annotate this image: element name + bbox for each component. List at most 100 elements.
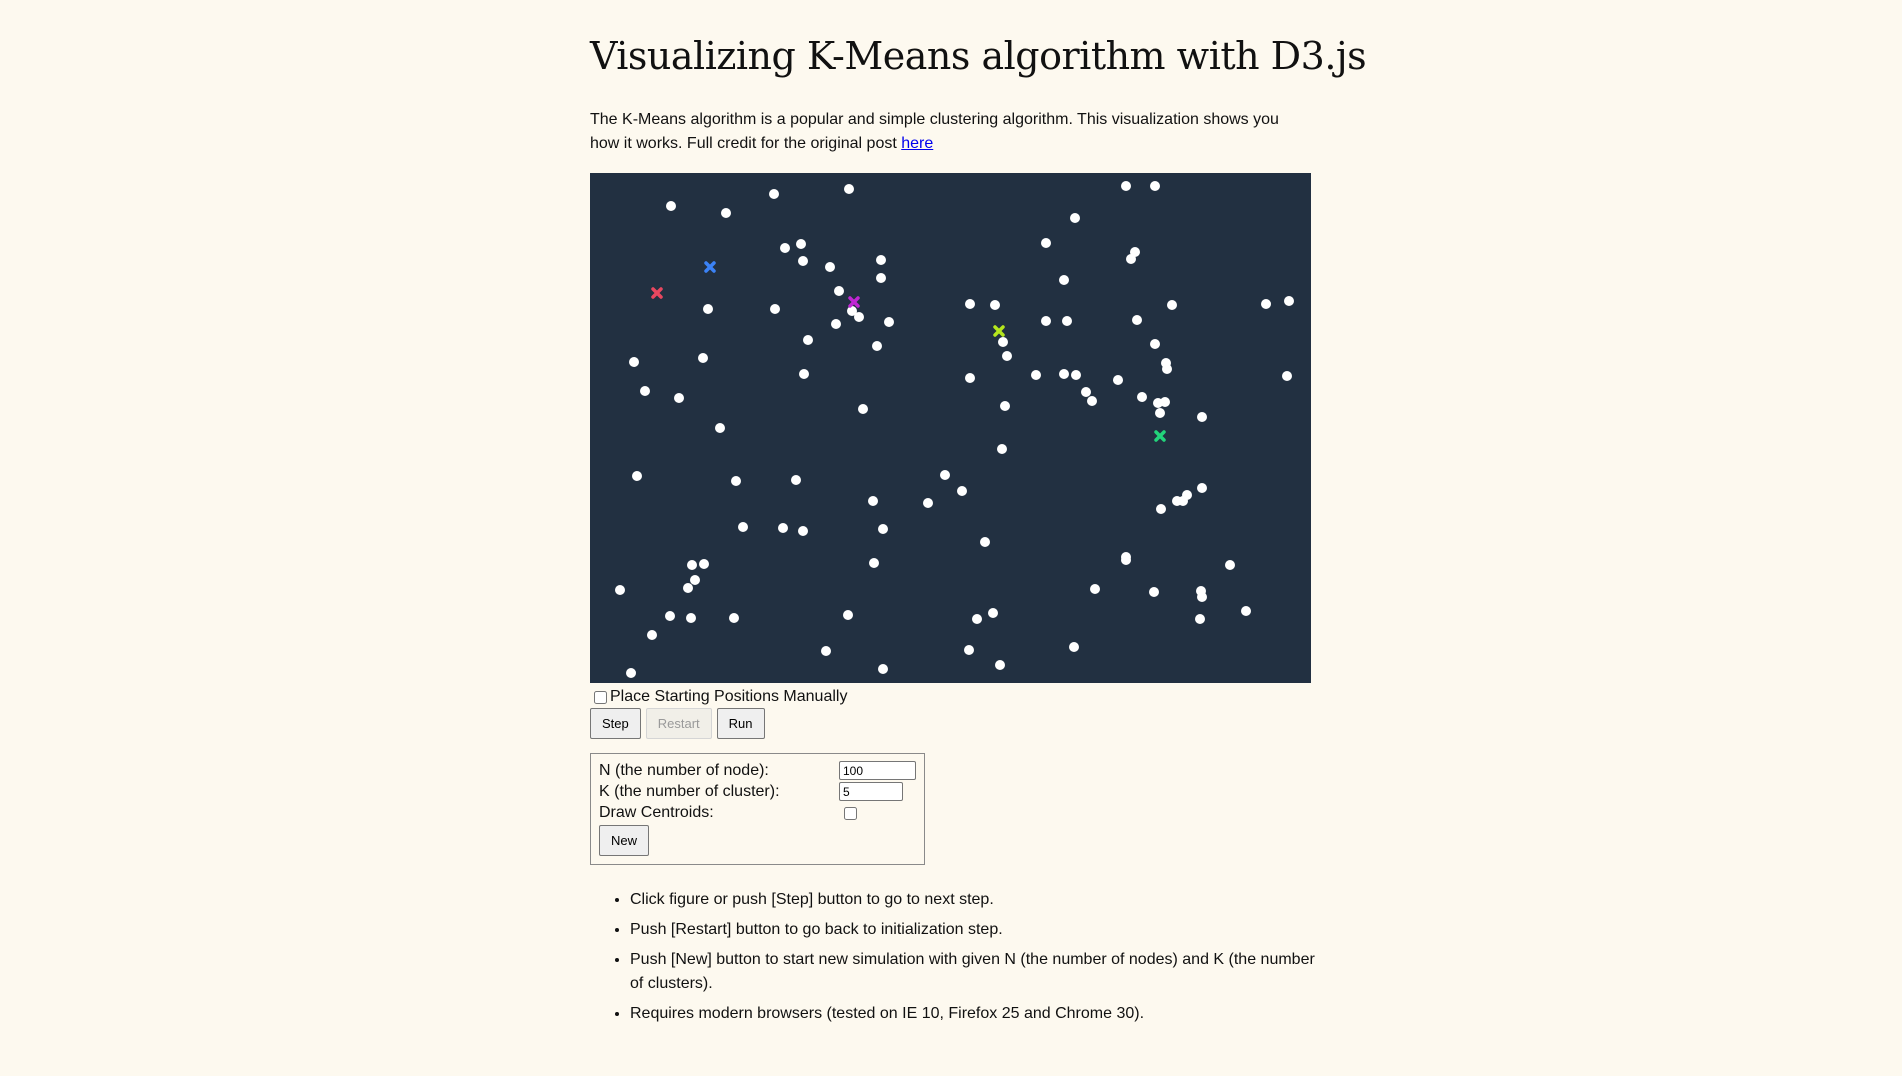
data-node — [957, 486, 967, 496]
data-node — [1161, 358, 1171, 368]
data-node — [844, 184, 854, 194]
data-node — [778, 523, 788, 533]
data-node — [1087, 396, 1097, 406]
data-node — [1070, 213, 1080, 223]
list-item: Requires modern browsers (tested on IE 1… — [630, 1002, 1330, 1026]
data-node — [1121, 181, 1131, 191]
list-item: Push [Restart] button to go back to init… — [630, 918, 1330, 942]
n-row: N (the number of node): — [599, 761, 916, 780]
data-node — [858, 404, 868, 414]
data-node — [1041, 238, 1051, 248]
data-node — [690, 575, 700, 585]
centroid-marker — [993, 325, 1005, 337]
data-node — [626, 668, 636, 678]
data-node — [799, 369, 809, 379]
data-node — [980, 537, 990, 547]
data-node — [821, 646, 831, 656]
data-node — [1126, 254, 1136, 264]
data-node — [798, 256, 808, 266]
data-node — [665, 611, 675, 621]
kmeans-svg[interactable] — [590, 173, 1311, 683]
data-node — [878, 664, 888, 674]
data-node — [1062, 316, 1072, 326]
data-node — [721, 208, 731, 218]
original-post-link[interactable]: here — [901, 135, 934, 152]
data-node — [1150, 339, 1160, 349]
manual-placement-checkbox[interactable] — [594, 690, 607, 704]
data-node — [683, 583, 693, 593]
data-node — [1069, 642, 1079, 652]
data-node — [1167, 300, 1177, 310]
list-item: Push [New] button to start new simulatio… — [630, 948, 1330, 996]
data-node — [769, 189, 779, 199]
data-node — [686, 613, 696, 623]
step-button[interactable]: Step — [590, 708, 641, 739]
data-node — [995, 660, 1005, 670]
data-node — [1041, 316, 1051, 326]
data-node — [1132, 315, 1142, 325]
data-node — [1195, 614, 1205, 624]
data-node — [878, 524, 888, 534]
n-input[interactable] — [839, 761, 916, 780]
data-node — [731, 476, 741, 486]
data-node — [698, 353, 708, 363]
data-node — [1197, 483, 1207, 493]
data-node — [1113, 375, 1123, 385]
data-node — [940, 470, 950, 480]
data-node — [876, 273, 886, 283]
data-node — [791, 475, 801, 485]
data-node — [923, 498, 933, 508]
centroid-marker — [1154, 430, 1166, 442]
data-node — [1149, 587, 1159, 597]
manual-placement-option[interactable]: Place Starting Positions Manually — [594, 688, 847, 706]
data-node — [872, 341, 882, 351]
data-node — [1178, 496, 1188, 506]
intro-paragraph: The K-Means algorithm is a popular and s… — [590, 108, 1290, 156]
data-node — [1197, 592, 1207, 602]
kmeans-canvas[interactable] — [590, 173, 1311, 683]
data-node — [1059, 275, 1069, 285]
data-node — [796, 239, 806, 249]
data-node — [831, 319, 841, 329]
data-node — [1197, 412, 1207, 422]
data-node — [1225, 560, 1235, 570]
data-node — [1160, 397, 1170, 407]
data-node — [699, 559, 709, 569]
data-node — [1150, 181, 1160, 191]
data-node — [798, 526, 808, 536]
data-node — [738, 522, 748, 532]
centroid-marker — [848, 296, 860, 308]
draw-centroids-checkbox[interactable] — [844, 806, 857, 820]
restart-button[interactable]: Restart — [645, 708, 712, 739]
data-node — [1071, 370, 1081, 380]
data-node — [647, 630, 657, 640]
data-node — [965, 373, 975, 383]
draw-centroids-row: Draw Centroids: — [599, 804, 857, 822]
data-node — [972, 614, 982, 624]
data-node — [1059, 369, 1069, 379]
run-button[interactable]: Run — [716, 708, 765, 739]
data-node — [834, 286, 844, 296]
n-label: N (the number of node): — [599, 761, 769, 779]
data-node — [803, 335, 813, 345]
data-node — [1261, 299, 1271, 309]
data-node — [854, 312, 864, 322]
data-node — [770, 304, 780, 314]
data-node — [674, 393, 684, 403]
new-button[interactable]: New — [599, 825, 650, 856]
data-node — [843, 610, 853, 620]
data-node — [1156, 504, 1166, 514]
data-node — [876, 255, 886, 265]
data-node — [884, 317, 894, 327]
list-item: Click figure or push [Step] button to go… — [630, 888, 1330, 912]
data-node — [780, 243, 790, 253]
centroid-marker — [651, 287, 663, 299]
data-node — [997, 444, 1007, 454]
data-node — [1284, 296, 1294, 306]
data-node — [1081, 387, 1091, 397]
k-input[interactable] — [839, 782, 903, 801]
data-node — [990, 300, 1000, 310]
data-node — [640, 386, 650, 396]
k-label: K (the number of cluster): — [599, 782, 780, 800]
data-node — [869, 558, 879, 568]
